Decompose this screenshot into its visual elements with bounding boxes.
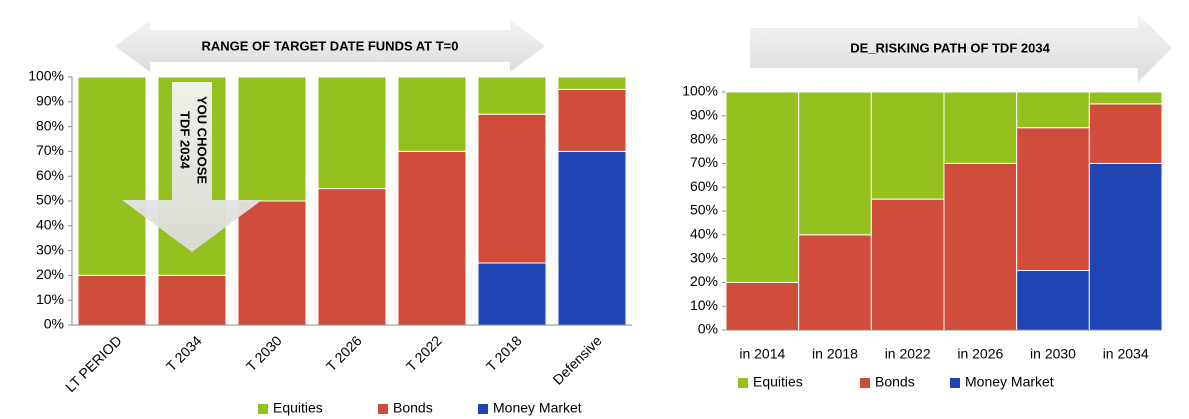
bar-segment — [477, 113, 547, 264]
bar-segment — [1088, 103, 1163, 164]
bar-segment — [397, 150, 467, 326]
y-tick-label: 90% — [690, 107, 718, 123]
bar-segment — [557, 150, 627, 326]
bar-segment — [870, 198, 945, 331]
legend-label: Money Market — [965, 374, 1054, 390]
x-tick-label: in 2026 — [957, 346, 1003, 362]
x-tick-label: in 2014 — [739, 346, 785, 362]
y-tick-label: 80% — [690, 130, 718, 146]
y-tick-label: 30% — [36, 241, 64, 257]
bar-segment — [1016, 91, 1090, 129]
bar-segment — [397, 76, 467, 152]
y-tick-label: 40% — [690, 226, 718, 242]
title-arrow — [115, 20, 545, 72]
bar-segment — [1088, 162, 1163, 331]
bar-segment — [237, 200, 307, 326]
annotation: TDF 2034 — [178, 111, 193, 170]
legend-swatch — [378, 404, 388, 414]
legend-swatch — [258, 404, 268, 414]
y-tick-label: 40% — [36, 217, 64, 233]
y-tick-label: 50% — [690, 202, 718, 218]
x-tick-label: Defensive — [549, 332, 604, 387]
x-tick-label: T 2034 — [163, 332, 205, 374]
y-tick-label: 70% — [36, 142, 64, 158]
y-tick-label: 10% — [36, 291, 64, 307]
x-tick-label: in 2022 — [885, 346, 931, 362]
bar-segment — [1088, 91, 1163, 105]
legend-label: Bonds — [393, 400, 433, 416]
y-tick-label: 20% — [690, 273, 718, 289]
bar-segment — [1016, 270, 1090, 331]
x-tick-label: T 2022 — [403, 332, 445, 374]
y-tick-label: 80% — [36, 117, 64, 133]
bar-segment — [870, 91, 945, 200]
chart-title: DE_RISKING PATH OF TDF 2034 — [850, 40, 1050, 55]
x-tick-label: T 2018 — [483, 332, 525, 374]
bar-segment — [317, 188, 387, 326]
x-tick-label: in 2034 — [1103, 346, 1149, 362]
title-arrow — [750, 14, 1172, 82]
y-tick-label: 70% — [690, 154, 718, 170]
annotation-arrow — [122, 82, 262, 252]
legend-swatch — [738, 378, 748, 388]
legend-label: Bonds — [875, 374, 915, 390]
bar-segment — [477, 76, 547, 115]
bar-segment — [798, 91, 872, 236]
y-tick-label: 100% — [28, 68, 64, 84]
bar-segment — [157, 274, 227, 326]
annotation: YOU CHOOSE — [195, 96, 210, 184]
bar-segment — [557, 76, 627, 90]
x-tick-label: LT PERIOD — [62, 332, 125, 395]
legend-swatch — [478, 404, 488, 414]
bar-segment — [477, 262, 547, 326]
y-tick-label: 20% — [36, 266, 64, 282]
chart-title: RANGE OF TARGET DATE FUNDS AT T=0 — [202, 38, 459, 53]
bar-segment — [317, 76, 387, 190]
bar-segment — [1016, 127, 1090, 271]
x-tick-label: T 2030 — [243, 332, 285, 374]
y-tick-label: 10% — [690, 297, 718, 313]
y-tick-label: 60% — [690, 178, 718, 194]
legend-label: Equities — [753, 374, 803, 390]
legend-label: Money Market — [493, 400, 582, 416]
legend-swatch — [860, 378, 870, 388]
bar-segment — [943, 162, 1018, 331]
bar-segment — [77, 76, 147, 276]
bar-segment — [725, 281, 800, 331]
y-tick-label: 100% — [682, 83, 718, 99]
y-tick-label: 30% — [690, 249, 718, 265]
x-tick-label: in 2018 — [812, 346, 858, 362]
bar-segment — [77, 274, 147, 326]
legend-label: Equities — [273, 400, 323, 416]
bar-segment — [557, 88, 627, 152]
bar-segment — [725, 91, 800, 283]
bar-segment — [798, 234, 872, 331]
y-tick-label: 60% — [36, 167, 64, 183]
y-tick-label: 0% — [44, 316, 64, 332]
y-tick-label: 0% — [698, 321, 718, 337]
bar-segment — [943, 91, 1018, 164]
legend-swatch — [950, 378, 960, 388]
bar-segment — [237, 76, 307, 202]
x-tick-label: in 2030 — [1030, 346, 1076, 362]
y-tick-label: 50% — [36, 192, 64, 208]
y-tick-label: 90% — [36, 93, 64, 109]
x-tick-label: T 2026 — [323, 332, 365, 374]
